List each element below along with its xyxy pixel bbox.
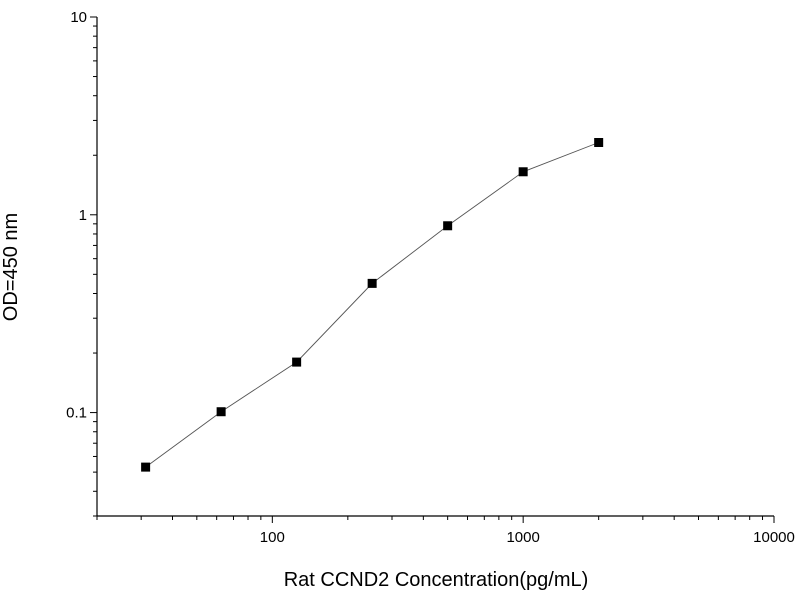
x-axis-title: Rat CCND2 Concentration(pg/mL) xyxy=(284,569,589,591)
data-point xyxy=(594,138,604,148)
data-point xyxy=(518,167,528,177)
y-tick-label: 1 xyxy=(79,207,87,224)
x-tick-label: 1000 xyxy=(506,529,539,546)
data-point xyxy=(216,407,226,417)
series xyxy=(141,138,604,472)
axes xyxy=(96,17,774,517)
data-point xyxy=(292,357,302,367)
ticks: 100 1000 10000 0.1 1 10 xyxy=(66,9,795,546)
data-point xyxy=(367,278,377,288)
x-tick-label: 100 xyxy=(260,529,285,546)
y-tick-label: 10 xyxy=(70,9,87,26)
y-tick-label: 0.1 xyxy=(66,405,87,422)
x-tick-label: 10000 xyxy=(753,529,795,546)
y-axis-title: OD=450 nm xyxy=(0,213,22,321)
data-point xyxy=(141,462,151,472)
series-line xyxy=(145,142,599,468)
data-point xyxy=(443,221,453,231)
